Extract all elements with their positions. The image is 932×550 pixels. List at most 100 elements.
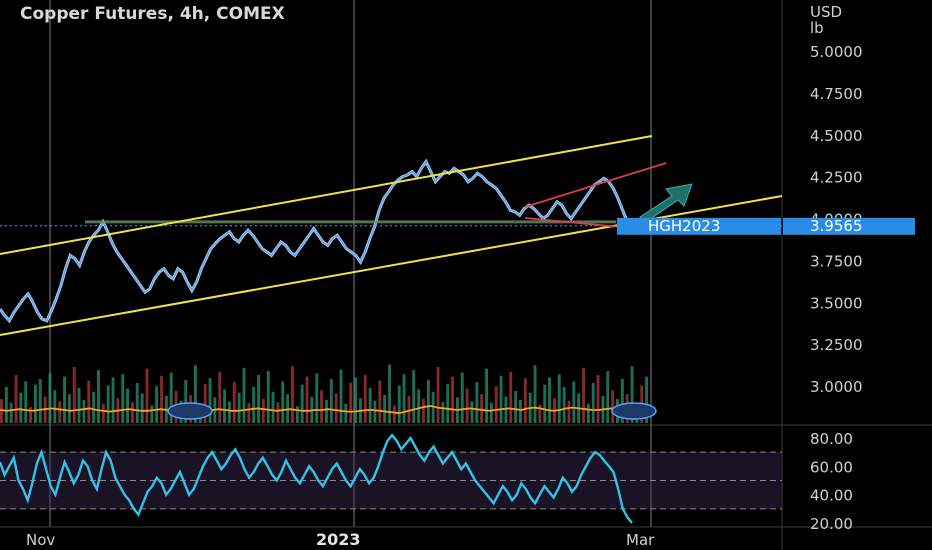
volume-bar: [388, 364, 391, 423]
volume-bar: [480, 394, 484, 423]
volume-bar: [441, 402, 445, 423]
volume-bar: [407, 395, 411, 423]
volume-bar: [485, 368, 488, 423]
volume-bar: [242, 367, 246, 423]
volume-bar: [436, 367, 440, 423]
volume-bar: [82, 399, 86, 423]
price-tick-label: 4.7500: [810, 85, 863, 103]
volume-bar: [422, 399, 425, 423]
double-chevron-icon: [611, 402, 657, 420]
volume-bar: [266, 371, 270, 423]
volume-bar: [4, 387, 8, 423]
price-tag-label: 3.9565: [810, 217, 863, 235]
wedge-lower-line: [524, 217, 621, 228]
volume-bar: [63, 376, 66, 423]
volume-bar: [38, 379, 42, 423]
volume-bar: [504, 396, 508, 423]
volume-bar: [237, 392, 241, 423]
volume-bar: [591, 383, 595, 423]
volume-bar: [475, 382, 479, 423]
price-tick-label: 3.7500: [810, 252, 863, 270]
volume-bar: [344, 403, 348, 423]
volume-bar: [9, 403, 13, 423]
volume-bar: [305, 376, 309, 423]
price-tick-label: 3.2500: [810, 336, 863, 354]
unit-label-lb: lb: [810, 19, 824, 37]
chart-title: Copper Futures, 4h, COMEX: [20, 4, 285, 24]
axes: 5.00004.75004.50004.25004.00003.75003.50…: [26, 43, 915, 549]
volume-bar: [470, 401, 474, 423]
price-line-shadow: [0, 158, 633, 324]
volume-bar: [276, 402, 280, 423]
volume-bar: [645, 376, 648, 423]
volume-bar: [329, 379, 333, 423]
symbol-tag-label: HGH2023: [648, 217, 720, 235]
indicator-bands: [0, 451, 782, 510]
volume-bar: [538, 404, 542, 423]
volume-bar: [77, 387, 81, 423]
volume-bar: [300, 384, 304, 423]
volume-bar: [426, 379, 430, 423]
volume-bar: [232, 382, 236, 423]
volume-bar: [223, 389, 226, 423]
oscillator-tick-label: 80.00: [810, 430, 853, 448]
time-tick-label: Nov: [26, 531, 55, 549]
volume-bar: [67, 394, 71, 423]
volume-bar: [155, 386, 159, 423]
volume-bar: [378, 380, 382, 423]
volume-bar: [295, 406, 299, 423]
volume-bar: [72, 367, 76, 423]
volume-bar: [567, 400, 571, 423]
volume-bar: [572, 381, 576, 423]
volume-bar: [548, 377, 551, 423]
volume-bar: [14, 375, 18, 423]
price-tick-label: 3.5000: [810, 294, 863, 312]
volume-bar: [140, 393, 144, 423]
symbol-tag: [617, 217, 781, 235]
volume-bar: [373, 400, 377, 423]
volume-bar: [121, 374, 125, 423]
volume-bar: [383, 395, 387, 423]
volume-bar: [489, 403, 493, 423]
volume-bar: [446, 383, 450, 423]
volume-bar: [34, 384, 37, 423]
price-tick-label: 5.0000: [810, 43, 863, 61]
volume-ma-line: [0, 405, 651, 416]
volume-bar: [53, 390, 57, 423]
channel-upper-line: [0, 135, 653, 255]
volume-bar: [160, 375, 163, 423]
volume-bar: [29, 407, 32, 423]
oscillator-tick-label: 40.00: [810, 487, 853, 505]
volume-bar: [514, 391, 518, 423]
volume-bar: [451, 376, 454, 423]
volume-bar: [557, 374, 561, 423]
volume-bar: [87, 380, 91, 423]
volume-bar: [523, 378, 527, 423]
price-tick-label: 4.5000: [810, 127, 863, 145]
volume-bar: [135, 383, 139, 423]
volume-bar: [19, 392, 23, 423]
volume-bar: [228, 401, 231, 423]
volume-bar: [509, 371, 513, 423]
volume-bar: [363, 375, 367, 423]
volume-bar: [620, 379, 624, 423]
volume-bar: [106, 385, 110, 423]
oscillator-panel: [0, 433, 633, 524]
volume-bar: [417, 389, 421, 423]
volume-bar: [145, 368, 149, 423]
volume-bar: [208, 378, 212, 423]
volume-bar: [218, 371, 222, 423]
volume-bar: [334, 393, 338, 423]
volume-bar: [257, 375, 260, 423]
volume-bar: [315, 373, 319, 423]
volume-bar: [630, 366, 634, 423]
volume-bar: [596, 375, 600, 423]
volume-bar: [281, 381, 285, 423]
volume-bar: [48, 373, 52, 423]
volume-bar: [169, 372, 173, 423]
volume-bar: [261, 399, 265, 423]
oscillator-line: [0, 433, 633, 524]
